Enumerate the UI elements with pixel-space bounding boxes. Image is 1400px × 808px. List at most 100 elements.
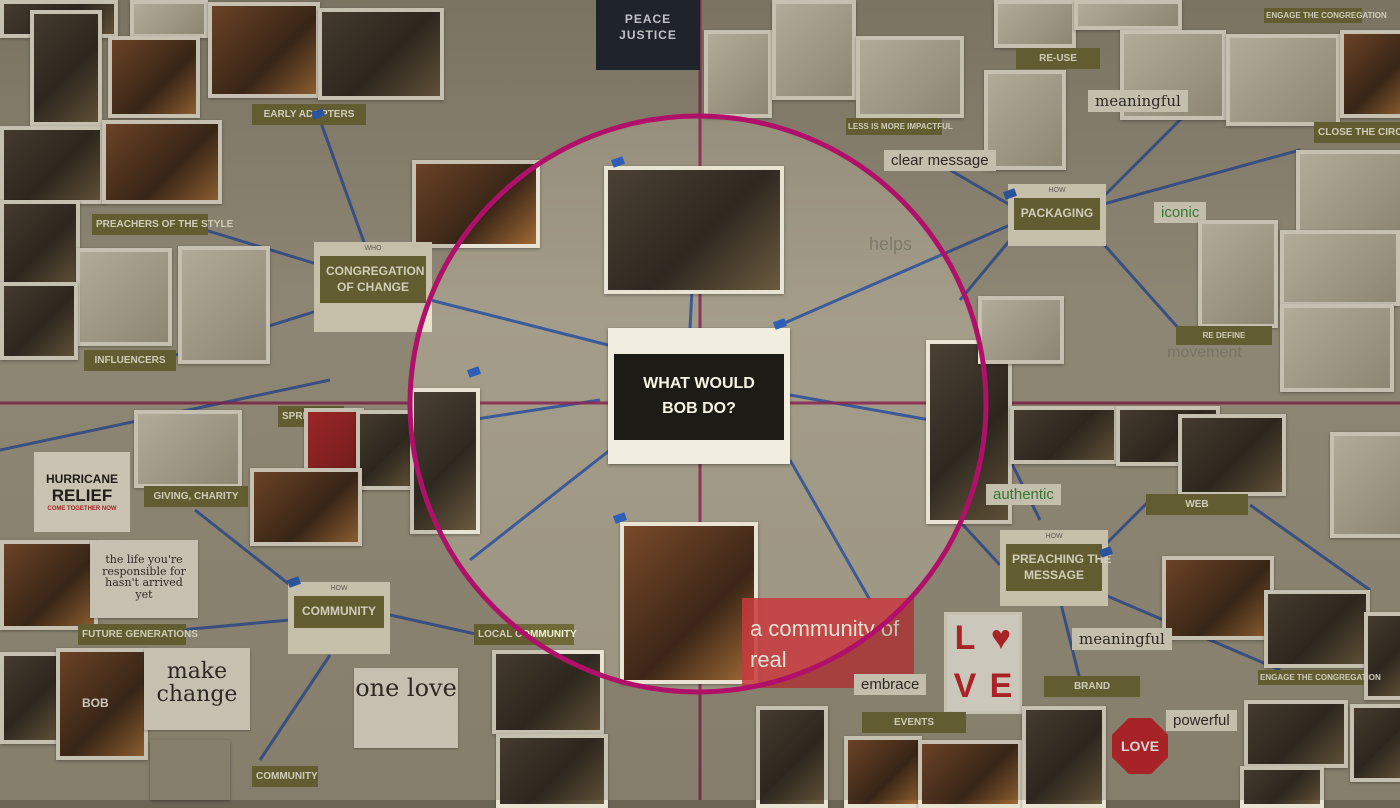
center-question-card: WHAT WOULD BOB DO? [608,328,790,464]
hub-congregation-of-change: WHO CONGREGATION OF CHANGE [314,242,432,332]
photo [76,248,172,346]
relief-text: RELIEF [51,486,113,505]
label-early-adopters: EARLY ADOPTERS [252,104,366,125]
bob-marley-smiling-photo [620,522,758,684]
portrait-photo [1162,556,1274,640]
line-redefine [1098,239,1182,331]
label-engage-congregation-top: ENGAGE THE CONGREGATION [1264,8,1387,23]
hurricane-text: HURRICANE [46,472,118,486]
hurricane-relief-poster: HURRICANE RELIEF COME TOGETHER NOW [34,452,130,532]
bottle-photo [1198,220,1278,328]
wallet-photo [984,70,1066,170]
line-future [179,618,291,632]
love-v: V [953,667,977,705]
hub-small-label: HOW [330,585,348,592]
hub-small-label: HOW [1045,533,1063,540]
word-authentic: authentic [986,484,1061,505]
label-less-is-more: LESS IS MORE IMPACTFUL [846,118,953,135]
line-close [1099,148,1301,207]
photo [0,282,78,360]
photo [1350,704,1400,782]
line-giving [194,508,291,587]
line-center-top [688,289,694,329]
photo [208,2,320,98]
love-sign: L ♥ V E [944,612,1022,714]
photo [1296,150,1400,236]
hub-line1: PREACHING THE [1012,552,1112,566]
photo [250,468,362,546]
community-banner: a community of real [742,598,914,688]
line-center-packaging [779,223,1011,327]
label-giving-charity: GIVING, CHARITY [144,486,248,507]
line-local [389,613,481,637]
word-iconic: iconic [1154,202,1207,223]
one-love-note: one love [354,668,458,748]
bob-marley-concert-photo [604,166,784,294]
label-web: WEB [1146,494,1248,515]
bag-photo [1280,230,1400,306]
line-center-bottomright [788,459,872,601]
line-center-right [789,393,931,422]
center-line2: BOB DO? [662,400,736,417]
word-clear-message: clear message [884,150,996,171]
photo [318,8,444,100]
plate-photo [1226,34,1340,126]
product-photo [994,0,1076,48]
hub-inner: PREACHING THE MESSAGE [1006,544,1112,592]
word-helps: helps [869,234,913,254]
photo [356,410,416,490]
come-together-text: COME TOGETHER NOW [47,506,117,512]
website-photo [1330,432,1400,538]
photo [978,296,1064,364]
make-change-note: make change [144,648,250,730]
label-future-generations: FUTURE GENERATIONS [78,624,198,645]
word-powerful: powerful [1166,710,1237,731]
hub-line2: MESSAGE [1023,567,1084,582]
label-engage-congregation-bottom: ENGAGE THE CONGREGATION [1258,670,1381,685]
hub-community: HOW COMMUNITY [288,582,390,654]
photo [108,36,200,118]
hub-inner: COMMUNITY [294,596,384,628]
label-close-the-circle: CLOSE THE CIRCLE [1314,122,1400,143]
photo [412,160,540,248]
hub-small-label: WHO [364,245,382,252]
love-l: L [954,619,976,657]
label-re-define: RE DEFINE [1176,326,1272,345]
word-movement: movement [1167,344,1242,361]
line-community-bottom [258,654,332,761]
hub-preaching-the-message: HOW PREACHING THE MESSAGE [1000,530,1112,606]
hub-packaging: HOW PACKAGING [1008,184,1106,246]
photo [30,10,102,126]
label-influencers: INFLUENCERS [84,350,176,371]
photo [102,120,222,204]
magenta-circle [407,113,989,695]
bob-marley-portrait [410,388,480,534]
headphones-photo [772,0,856,100]
photo [1340,30,1400,118]
line-center-community [469,448,611,562]
word-meaningful-bottom: meaningful [1072,628,1172,650]
perfume-photo [856,36,964,118]
hub-inner: PACKAGING [1014,198,1100,230]
label-re-use: RE-USE [1016,48,1100,69]
wristbands-photo [134,410,242,488]
photo [1364,612,1400,700]
justice-text: JUSTICE [619,27,677,42]
label-brand: BRAND [1044,676,1140,697]
line-center-congregation [429,298,609,347]
hub-line1: CONGREGATION [326,264,425,278]
word-meaningful-top: meaningful [1088,90,1188,112]
line-brand [1058,599,1082,681]
child-photo: BOB [56,648,148,760]
word-embrace: embrace [854,674,927,695]
line-web-right [1249,503,1371,592]
line-early [318,119,367,246]
peace-photo [1010,406,1118,464]
label-community-bottom: COMMUNITY [252,766,318,787]
line-pack-left [958,239,1012,301]
love-stop-sign: LOVE [1112,718,1168,774]
product-photo [704,30,772,118]
photo [130,0,208,38]
